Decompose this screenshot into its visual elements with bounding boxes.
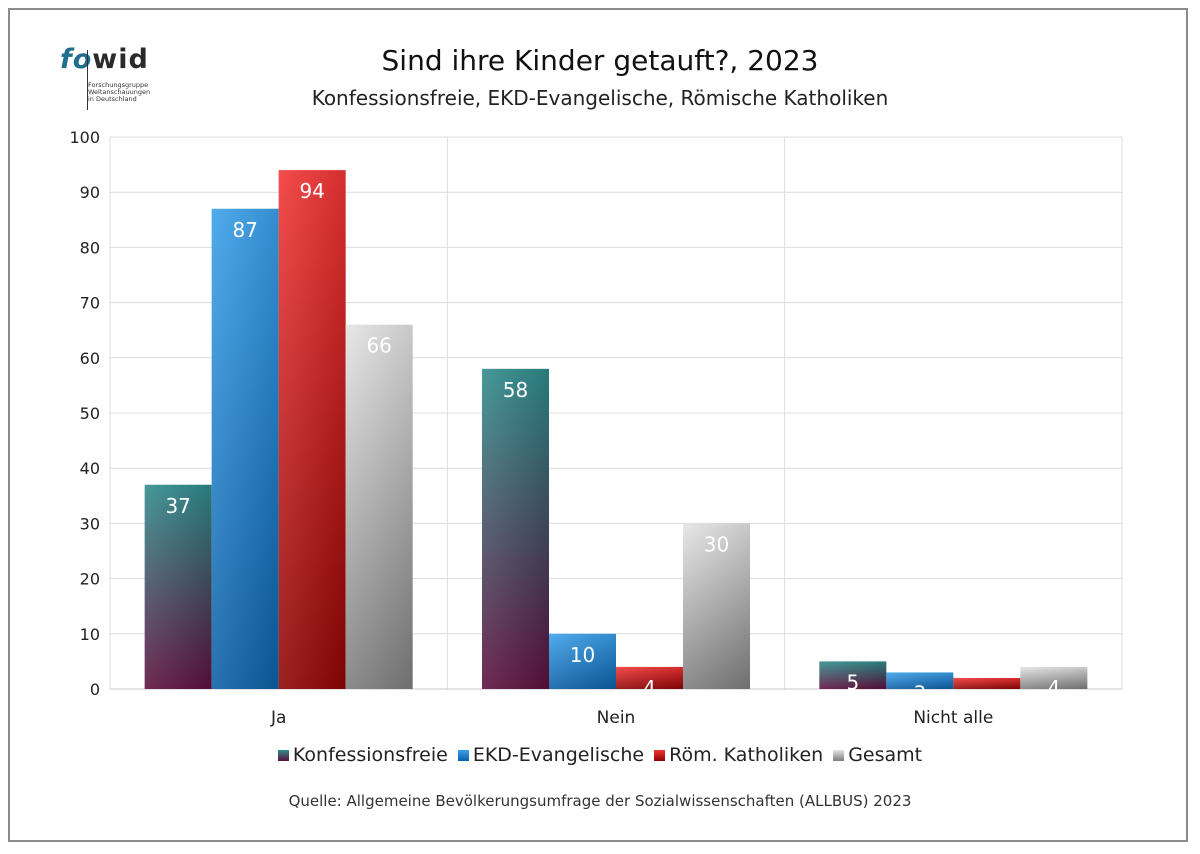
bar-shade: [819, 661, 887, 689]
bar-shade: [1020, 666, 1088, 689]
y-tick-label: 0: [90, 680, 100, 699]
data-label: 5: [846, 670, 859, 694]
bar-shade: [953, 677, 1021, 689]
chart-title: Sind ihre Kinder getauft?, 2023: [381, 44, 819, 77]
legend-item: Konfessionsfreie: [277, 744, 448, 766]
fowid-logo: fowid Forschungsgruppe Weltanschauungen …: [60, 44, 170, 110]
data-label: 37: [165, 494, 190, 518]
y-tick-label: 60: [80, 349, 100, 368]
bar-shade: [278, 170, 346, 689]
data-label: 66: [366, 334, 391, 358]
bar-shade: [683, 523, 750, 689]
legend-label: Gesamt: [848, 744, 923, 766]
chart-legend: Konfessionsfreie EKD-Evangelische Röm. Kat…: [0, 744, 1200, 766]
y-tick-label: 30: [80, 514, 100, 533]
logo-divider: [87, 50, 88, 110]
legend-swatch: [654, 750, 666, 761]
data-label: 58: [503, 378, 528, 402]
data-label: 87: [232, 218, 257, 242]
x-category-label: Nicht alle: [913, 708, 993, 728]
logo-wordmark: fowid: [60, 44, 149, 75]
bar-shade: [211, 208, 279, 689]
data-label: 30: [704, 532, 729, 556]
bar-shade: [482, 368, 549, 689]
data-label: 94: [299, 179, 324, 203]
y-tick-label: 20: [80, 570, 100, 589]
bar-shade: [345, 324, 413, 689]
y-tick-label: 80: [80, 238, 100, 257]
legend-label: Röm. Katholiken: [669, 744, 824, 766]
data-label: 3: [913, 681, 926, 705]
legend-label: Konfessionsfreie: [292, 744, 448, 766]
legend-item: EKD-Evangelische: [457, 744, 645, 766]
chart-source: Quelle: Allgemeine Bevölkerungsumfrage d…: [288, 792, 912, 810]
legend-item: Gesamt: [833, 744, 922, 766]
y-tick-label: 100: [69, 128, 100, 147]
legend-swatch: [833, 750, 845, 761]
chart-frame: [8, 8, 1188, 842]
y-tick-label: 50: [80, 404, 100, 423]
legend-label: EKD-Evangelische: [472, 744, 645, 766]
bar-shade: [549, 633, 616, 689]
data-label: 4: [643, 676, 656, 700]
y-tick-label: 10: [80, 625, 100, 644]
y-tick-label: 40: [80, 459, 100, 478]
x-category-label: Ja: [270, 708, 286, 728]
data-label: 2: [980, 687, 993, 711]
bar-shade: [886, 672, 954, 689]
chart-subtitle: Konfessionsfreie, EKD-Evangelische, Römi…: [311, 86, 889, 110]
y-tick-label: 70: [80, 294, 100, 313]
bar-shade: [616, 666, 683, 689]
bar-shade: [144, 484, 212, 689]
data-label: 10: [570, 643, 595, 667]
legend-swatch: [457, 750, 469, 761]
logo-tagline: Forschungsgruppe Weltanschauungen in Deu…: [88, 81, 151, 103]
legend-item: Röm. Katholiken: [654, 744, 823, 766]
legend-swatch: [277, 750, 289, 761]
y-tick-label: 90: [80, 183, 100, 202]
data-label: 4: [1047, 676, 1060, 700]
x-category-label: Nein: [597, 708, 636, 728]
bar-chart: 0 10 20 30 40 50 60 70 80 90 100 37 87 94 66 Ja 58 10 4 30 N…: [69, 128, 1123, 728]
